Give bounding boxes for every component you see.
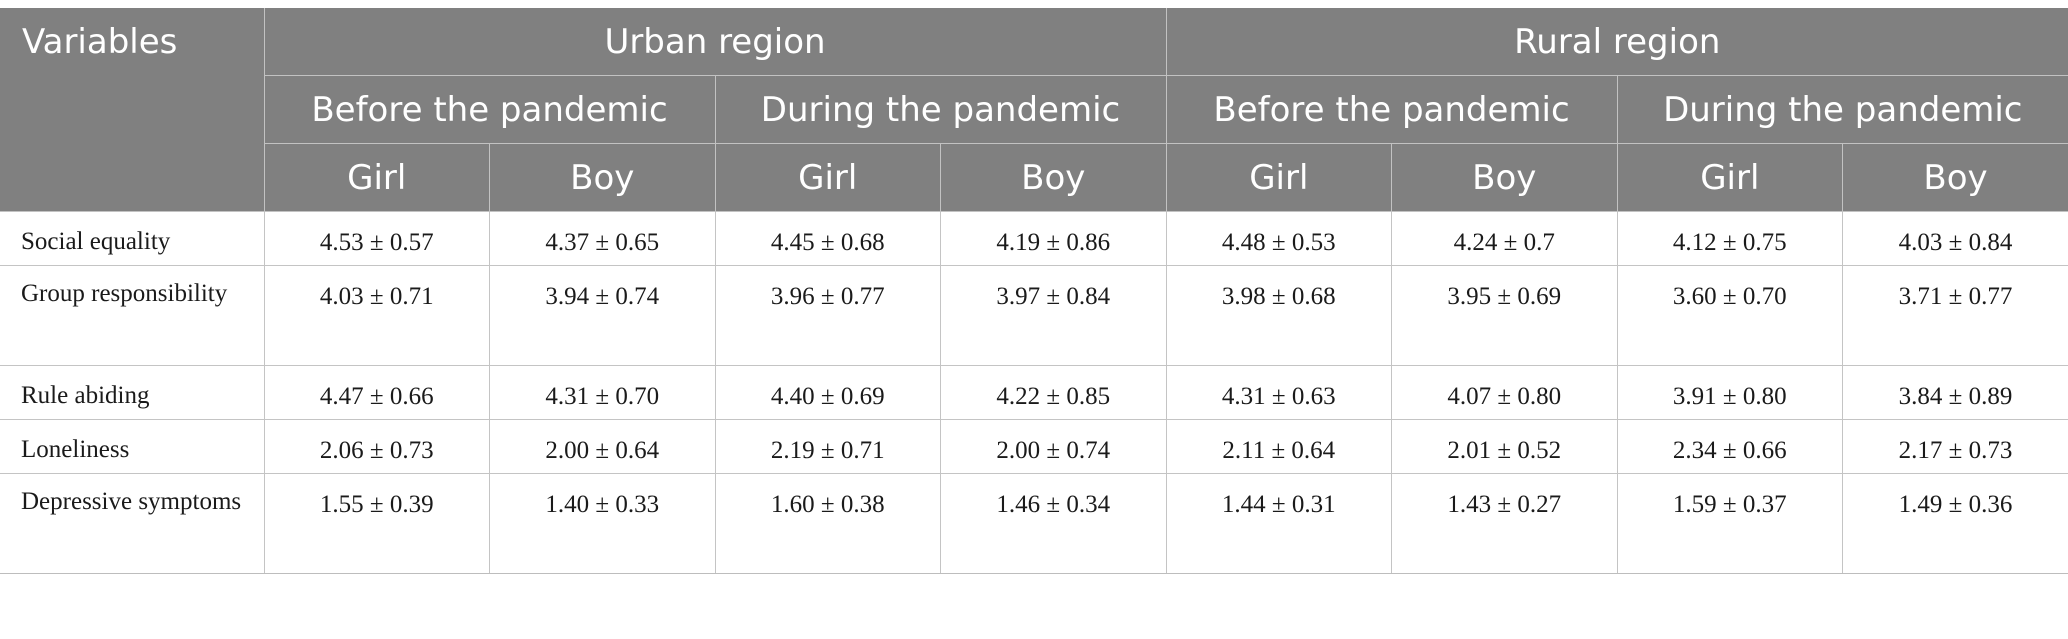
table-header: Variables Urban region Rural region Befo… [0, 8, 2068, 212]
table-cell: 1.43 ± 0.27 [1391, 473, 1618, 574]
table-cell: 1.49 ± 0.36 [1842, 473, 2068, 574]
sex-header: Boy [489, 143, 716, 212]
sex-header: Boy [1391, 143, 1618, 212]
header-row-periods: Before the pandemic During the pandemic … [0, 75, 2068, 144]
table-cell: 4.24 ± 0.7 [1391, 211, 1618, 266]
table-row: Loneliness 2.06 ± 0.73 2.00 ± 0.64 2.19 … [0, 419, 2068, 474]
row-label: Social equality [0, 211, 265, 266]
row-label: Rule abiding [0, 365, 265, 420]
table-cell: 4.53 ± 0.57 [263, 211, 490, 266]
sex-header: Boy [940, 143, 1167, 212]
period-header: During the pandemic [714, 75, 1167, 144]
header-row-sexes: Girl Boy Girl Boy Girl Boy Girl Boy [0, 143, 2068, 212]
table-cell: 2.34 ± 0.66 [1616, 419, 1844, 474]
table-cell: 4.45 ± 0.68 [714, 211, 941, 266]
data-table-container: Variables Urban region Rural region Befo… [0, 8, 2068, 574]
table-cell: 1.59 ± 0.37 [1616, 473, 1844, 574]
data-table: Variables Urban region Rural region Befo… [0, 8, 2068, 574]
table-row: Group responsibility 4.03 ± 0.71 3.94 ± … [0, 265, 2068, 366]
table-cell: 1.60 ± 0.38 [714, 473, 941, 574]
table-cell: 2.00 ± 0.64 [489, 419, 716, 474]
table-cell: 3.98 ± 0.68 [1165, 265, 1393, 366]
row-label: Loneliness [0, 419, 265, 474]
sex-header: Girl [1616, 143, 1844, 212]
table-cell: 4.48 ± 0.53 [1165, 211, 1393, 266]
table-cell: 4.37 ± 0.65 [489, 211, 716, 266]
sex-header: Boy [1842, 143, 2068, 212]
period-header: Before the pandemic [1165, 75, 1618, 144]
table-row: Social equality 4.53 ± 0.57 4.37 ± 0.65 … [0, 211, 2068, 266]
table-cell: 3.71 ± 0.77 [1842, 265, 2068, 366]
table-cell: 3.94 ± 0.74 [489, 265, 716, 366]
table-cell: 3.96 ± 0.77 [714, 265, 941, 366]
period-header: During the pandemic [1616, 75, 2068, 144]
table-cell: 3.97 ± 0.84 [940, 265, 1167, 366]
table-cell: 2.06 ± 0.73 [263, 419, 490, 474]
table-cell: 1.44 ± 0.31 [1165, 473, 1393, 574]
table-cell: 4.07 ± 0.80 [1391, 365, 1618, 420]
region-header-urban: Urban region [263, 8, 1167, 76]
table-cell: 4.47 ± 0.66 [263, 365, 490, 420]
table-cell: 3.84 ± 0.89 [1842, 365, 2068, 420]
table-cell: 4.22 ± 0.85 [940, 365, 1167, 420]
table-cell: 1.46 ± 0.34 [940, 473, 1167, 574]
table-cell: 3.60 ± 0.70 [1616, 265, 1844, 366]
sex-header: Girl [714, 143, 941, 212]
variables-header: Variables [0, 8, 265, 212]
table-cell: 2.01 ± 0.52 [1391, 419, 1618, 474]
period-header: Before the pandemic [263, 75, 716, 144]
table-cell: 2.19 ± 0.71 [714, 419, 941, 474]
table-row: Rule abiding 4.47 ± 0.66 4.31 ± 0.70 4.4… [0, 365, 2068, 420]
table-cell: 4.31 ± 0.70 [489, 365, 716, 420]
table-cell: 1.55 ± 0.39 [263, 473, 490, 574]
table-cell: 3.91 ± 0.80 [1616, 365, 1844, 420]
table-cell: 4.19 ± 0.86 [940, 211, 1167, 266]
table-cell: 4.03 ± 0.84 [1842, 211, 2068, 266]
sex-header: Girl [1165, 143, 1393, 212]
table-row: Depressive symptoms 1.55 ± 0.39 1.40 ± 0… [0, 473, 2068, 574]
row-label: Depressive symptoms [0, 473, 265, 574]
table-cell: 2.00 ± 0.74 [940, 419, 1167, 474]
header-row-regions: Variables Urban region Rural region [0, 8, 2068, 212]
region-header-rural: Rural region [1165, 8, 2068, 76]
table-cell: 1.40 ± 0.33 [489, 473, 716, 574]
row-label: Group responsibility [0, 265, 265, 366]
table-body: Social equality 4.53 ± 0.57 4.37 ± 0.65 … [0, 211, 2068, 574]
table-cell: 4.40 ± 0.69 [714, 365, 941, 420]
table-cell: 2.17 ± 0.73 [1842, 419, 2068, 474]
sex-header: Girl [263, 143, 490, 212]
table-cell: 3.95 ± 0.69 [1391, 265, 1618, 366]
table-cell: 4.12 ± 0.75 [1616, 211, 1844, 266]
table-cell: 4.03 ± 0.71 [263, 265, 490, 366]
table-cell: 4.31 ± 0.63 [1165, 365, 1393, 420]
table-cell: 2.11 ± 0.64 [1165, 419, 1393, 474]
